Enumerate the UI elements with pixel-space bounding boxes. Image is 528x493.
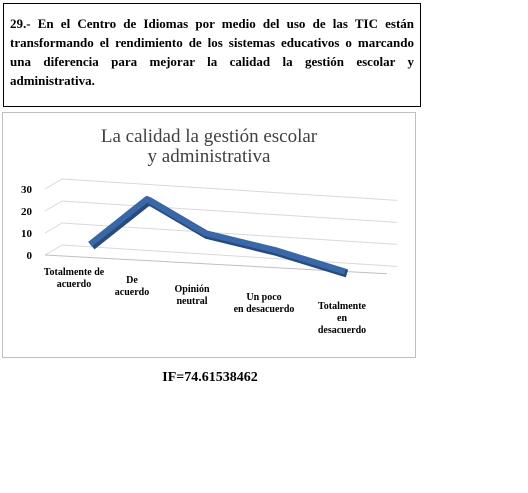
x-tick-label: Opinión neutral bbox=[174, 284, 209, 307]
grid-line bbox=[61, 178, 398, 201]
grid-line bbox=[44, 244, 63, 256]
chart: La calidad la gestión escolar y administr… bbox=[2, 112, 416, 358]
x-tick-label: Un poco en desacuerdo bbox=[234, 292, 295, 315]
y-tick-label: 20 bbox=[21, 206, 33, 218]
chart-title: La calidad la gestión escolar y administr… bbox=[101, 126, 318, 167]
x-tick-label: Totalmente en desacuerdo bbox=[318, 301, 367, 336]
grid-line bbox=[61, 200, 398, 223]
y-tick-label: 30 bbox=[21, 184, 33, 196]
question: 29.- En el Centro de Idiomas por medio d… bbox=[3, 3, 421, 107]
y-tick-label: 10 bbox=[21, 228, 33, 240]
grid-line bbox=[44, 178, 63, 190]
grid-line bbox=[61, 244, 398, 267]
grid-line bbox=[44, 200, 63, 212]
line bbox=[88, 196, 346, 275]
grid-line bbox=[44, 222, 63, 234]
x-tick-label: De acuerdo bbox=[115, 275, 149, 298]
footer: IF=74.61538462 bbox=[162, 370, 258, 385]
y-tick-label: 0 bbox=[27, 250, 33, 262]
x-tick-label: Totalmente de acuerdo bbox=[44, 267, 105, 290]
